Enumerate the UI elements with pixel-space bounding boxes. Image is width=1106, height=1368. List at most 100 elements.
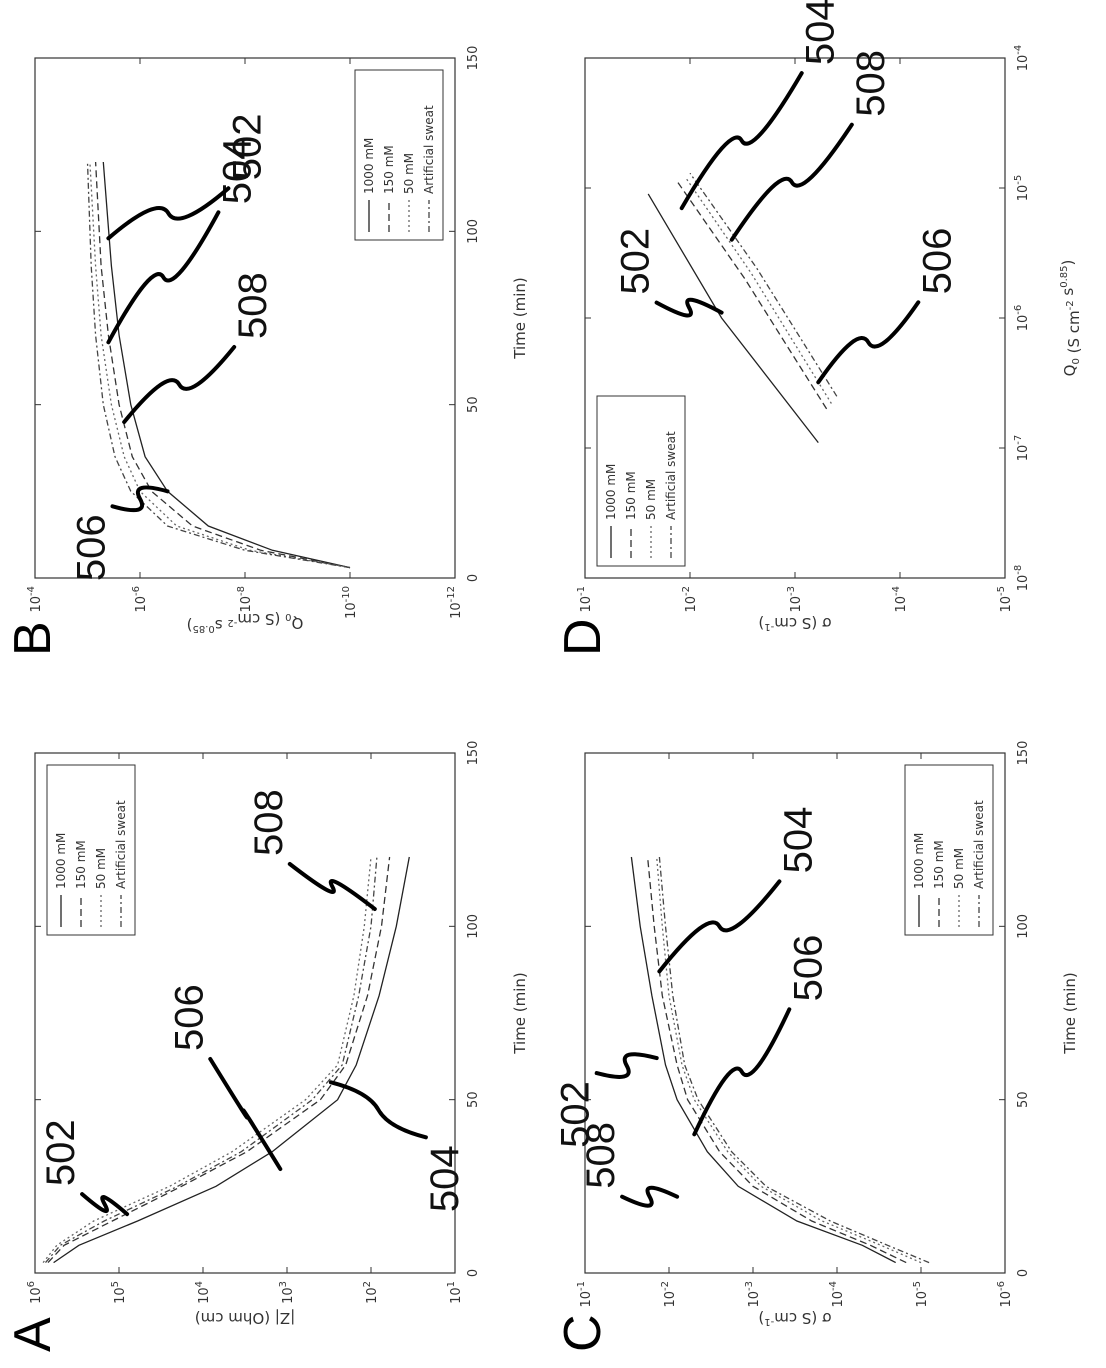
panel-A: A	[4, 1317, 62, 1352]
x-tick-label: 100	[466, 914, 481, 939]
y-tick-label: 10-2	[660, 1281, 678, 1308]
legend-entry: 1000 mM	[604, 464, 618, 520]
x-tick-label: 10-7	[1013, 435, 1031, 462]
callout-number: 504	[776, 807, 820, 874]
legend-entry: 50 mM	[644, 479, 658, 520]
x-tick-label: 0	[1016, 1269, 1031, 1277]
y-tick-label: 10-5	[996, 586, 1014, 613]
y-tick-label: 10-12	[446, 586, 464, 619]
legend-entry: 150 mM	[932, 840, 946, 889]
callout-leader	[124, 347, 234, 422]
series-line	[648, 857, 907, 1263]
callout-leader	[331, 1082, 426, 1137]
x-axis-label: Time (min)	[1061, 972, 1079, 1055]
y-axis-label: Q0 (S cm-2 s0.85)	[187, 610, 304, 634]
x-tick-label: 150	[1016, 741, 1031, 766]
legend-entry: Artificial sweat	[972, 800, 986, 889]
callout-leader	[210, 1059, 280, 1169]
x-tick-label: 150	[466, 46, 481, 71]
legend: 1000 mM 150 mM 50 mM Artificial sweat	[905, 765, 993, 935]
x-tick-label: 0	[466, 1269, 481, 1277]
x-axis-label: Time (min)	[511, 277, 529, 360]
y-axis-label: |Z| (Ohm cm)	[195, 1309, 295, 1327]
series-line	[686, 178, 832, 404]
x-tick-label: 50	[466, 1091, 481, 1108]
y-tick-label: 103	[278, 1281, 296, 1304]
callout-number: 504	[423, 1145, 467, 1212]
callout-number: 506	[786, 935, 830, 1002]
callout-number: 506	[915, 228, 959, 295]
legend-entry: 1000 mM	[912, 833, 926, 889]
x-tick-label: 0	[466, 574, 481, 582]
chart-C: 05010015010-610-510-410-310-210-1Time (m…	[554, 741, 1079, 1327]
legend-entry: Artificial sweat	[664, 431, 678, 520]
y-tick-label: 10-1	[576, 1281, 594, 1308]
callout-number: 506	[167, 984, 211, 1051]
callout-number: 508	[231, 272, 275, 339]
y-tick-label: 101	[446, 1281, 464, 1304]
y-tick-label: 10-6	[996, 1281, 1014, 1308]
x-tick-label: 10-8	[1013, 565, 1031, 592]
callout-leader	[108, 212, 218, 342]
x-tick-label: 50	[1016, 1091, 1031, 1108]
y-tick-label: 10-4	[828, 1281, 846, 1308]
panel-D: D	[554, 618, 612, 656]
chart-D: 10-8 10-7 10-6 10-5 10-4 10-5 10-4 10-3 10-2 10-1…	[576, 0, 1083, 632]
panel-C: C	[554, 1314, 612, 1352]
callout-number: 502	[225, 114, 269, 181]
series-line	[678, 183, 827, 409]
y-tick-label: 10-3	[786, 586, 804, 613]
x-tick-label: 10-6	[1013, 305, 1031, 332]
legend-entry: 1000 mM	[54, 833, 68, 889]
callout-leader	[818, 302, 918, 382]
callout-leader	[108, 188, 228, 238]
x-tick-label: 150	[466, 741, 481, 766]
callout-number: 504	[799, 0, 843, 65]
y-tick-label: 10-4	[26, 586, 44, 613]
callout-number: 502	[554, 1081, 598, 1148]
rotated-figure-group: A B C D 050100150101102103104105106Time …	[4, 0, 1083, 1352]
x-tick-label: 100	[1016, 914, 1031, 939]
x-tick-label: 10-5	[1013, 175, 1031, 202]
legend-entry: 50 mM	[402, 153, 416, 194]
callout-leader	[113, 487, 168, 510]
x-tick-label: 50	[466, 396, 481, 413]
y-tick-label: 104	[194, 1281, 212, 1304]
callout-number: 508	[247, 789, 291, 856]
chart-B: 0 50 100 150 10-12 10-10 10-8 10-6 10-4 Time (min…	[26, 46, 529, 634]
y-axis-label: σ (S cm-1)	[758, 614, 831, 632]
y-tick-label: 10-10	[341, 586, 359, 619]
legend-entry: 50 mM	[94, 848, 108, 889]
callout-leader	[597, 1054, 657, 1077]
legend-entry: 1000 mM	[362, 138, 376, 194]
y-axis-label: σ (S cm-1)	[758, 1309, 831, 1327]
legend: 1000 mM 150 mM 50 mM Artificial sweat	[597, 396, 685, 566]
x-tick-label: 100	[466, 219, 481, 244]
legend-entry: 150 mM	[74, 840, 88, 889]
y-tick-label: 10-4	[891, 586, 909, 613]
legend-entry: 150 mM	[382, 145, 396, 194]
y-tick-label: 10-6	[131, 586, 149, 613]
callout-number: 502	[614, 228, 658, 295]
x-axis-label: Q0 (S cm-2 s0.85)	[1059, 260, 1083, 377]
panel-letter-B: B	[4, 621, 62, 656]
x-axis-label: Time (min)	[511, 972, 529, 1055]
legend-entry: 50 mM	[952, 848, 966, 889]
legend-entry: Artificial sweat	[114, 800, 128, 889]
panel-letter-D: D	[554, 618, 612, 656]
callout-number: 506	[69, 514, 113, 581]
y-tick-label: 10-2	[681, 586, 699, 613]
panel-B: B	[4, 621, 62, 656]
x-tick-label: 10-4	[1013, 45, 1031, 72]
series-line	[659, 857, 929, 1263]
series-line	[690, 173, 837, 396]
y-tick-label: 10-5	[912, 1281, 930, 1308]
y-tick-label: 102	[362, 1281, 380, 1304]
legend-entry: 150 mM	[624, 471, 638, 520]
y-tick-label: 10-8	[236, 586, 254, 613]
callout-leader	[82, 1194, 127, 1214]
callout-number: 502	[39, 1119, 83, 1186]
y-tick-label: 10-1	[576, 586, 594, 613]
callout-leader	[659, 881, 779, 971]
legend: 1000 mM 150 mM 50 mM Artificial sweat	[47, 765, 135, 935]
